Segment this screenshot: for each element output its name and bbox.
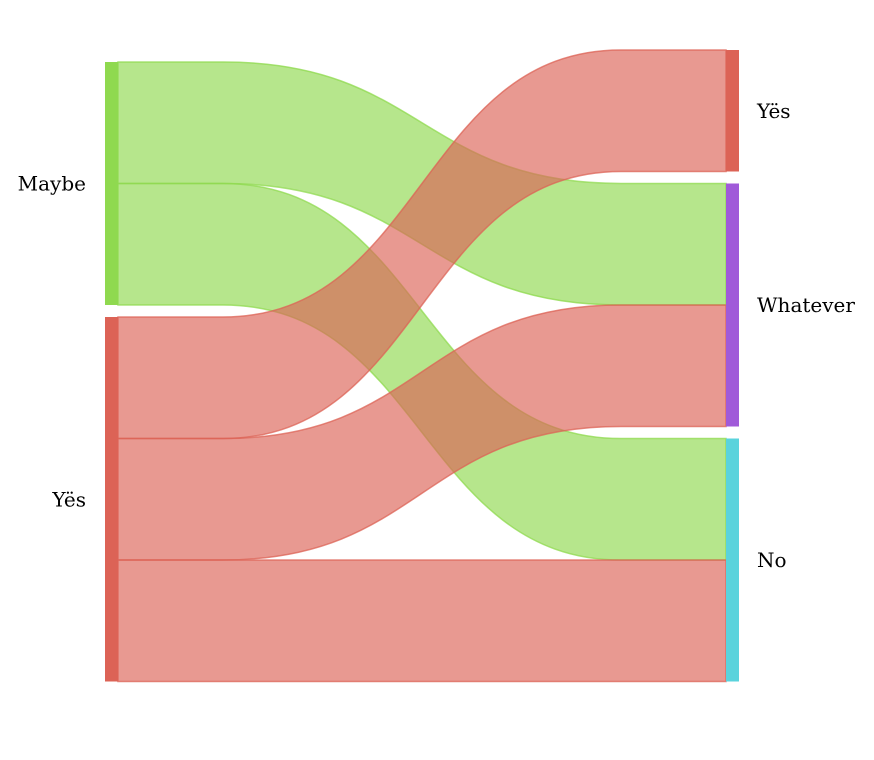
node-maybe — [105, 62, 118, 305]
node-label-maybe: Maybe — [18, 172, 86, 196]
node-yes_tgt — [726, 50, 739, 172]
node-label-no: No — [757, 548, 787, 572]
sankey-links — [117, 49, 727, 683]
node-whatever — [726, 183, 739, 427]
node-label-yes_tgt: Yës — [756, 99, 791, 123]
node-yes_src — [105, 317, 118, 682]
node-label-whatever: Whatever — [757, 293, 855, 317]
sankey-nodes — [105, 50, 739, 682]
link-yes_src-to-no — [117, 559, 727, 683]
sankey-labels: Maybe Yës Yës Whatever No — [18, 99, 856, 572]
node-label-yes_src: Yës — [51, 487, 86, 511]
node-no — [726, 438, 739, 682]
